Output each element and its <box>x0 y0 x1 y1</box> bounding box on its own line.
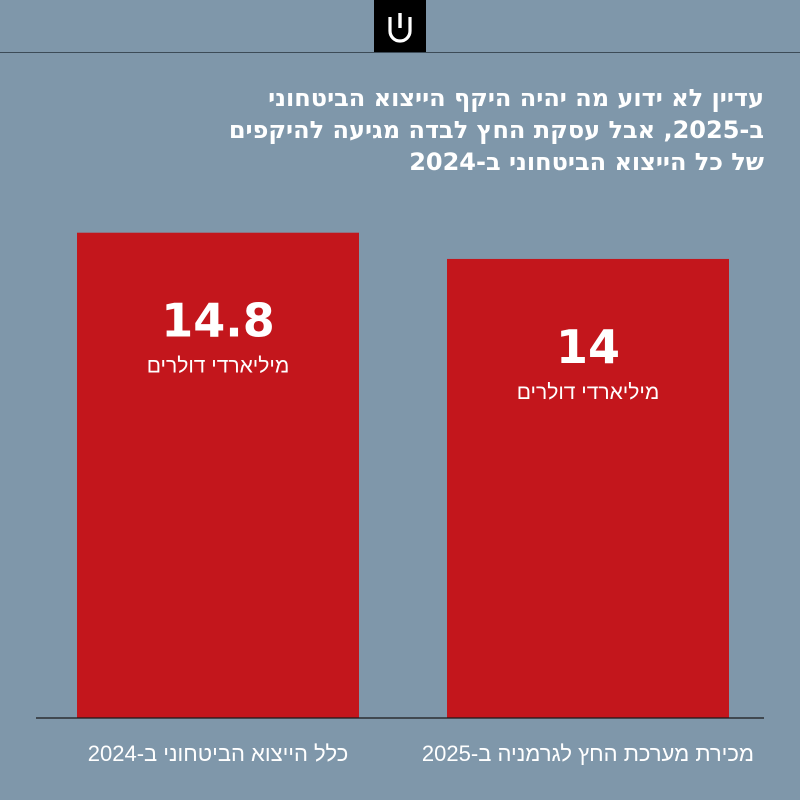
bar-unit-label-2: מיליארדי דולרים <box>517 381 660 404</box>
bar-unit-label-1: מיליארדי דולרים <box>147 355 290 378</box>
chart-title: עדיין לא ידוע מה יהיה היקף הייצוא הביטחו… <box>204 82 764 178</box>
category-label-1: כלל הייצוא הביטחוני ב-2024 <box>88 741 349 766</box>
publisher-logo-icon <box>374 0 426 52</box>
bar-2 <box>447 258 729 718</box>
title-line-3: של כל הייצוא הביטחוני ב-2024 <box>409 148 764 176</box>
bar-value-label-2: 14 <box>556 320 620 374</box>
title-line-1: עדיין לא ידוע מה יהיה היקף הייצוא הביטחו… <box>268 84 764 112</box>
bar-value-label-1: 14.8 <box>161 294 275 348</box>
category-label-2: מכירת מערכת החץ לגרמניה ב-2025 <box>422 741 754 766</box>
header-divider <box>0 52 800 53</box>
title-line-2: ב-2025, אבל עסקת החץ לבדה מגיעה להיקפים <box>228 116 764 144</box>
bar-1 <box>77 232 359 718</box>
logo-mark-icon <box>388 13 412 43</box>
